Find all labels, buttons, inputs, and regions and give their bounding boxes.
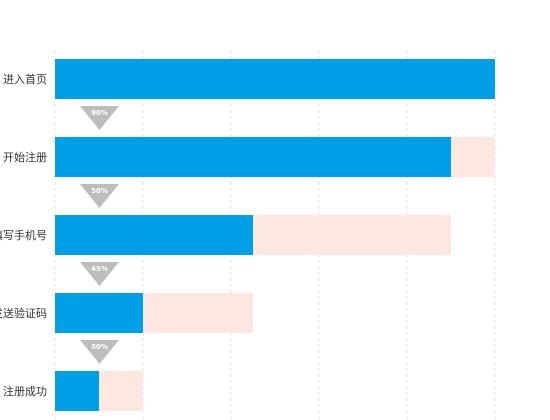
conversion-arrow <box>80 340 119 364</box>
category-label: 注册成功 <box>3 384 47 398</box>
category-label: 进入首页 <box>3 72 47 86</box>
bar <box>55 293 143 333</box>
bar <box>55 59 495 99</box>
bar <box>55 371 99 411</box>
category-label: 填写手机号 <box>0 228 47 242</box>
conversion-label: 50% <box>91 187 108 195</box>
conversion-label: 90% <box>91 109 108 117</box>
category-label: 开始注册 <box>3 150 47 164</box>
conversion-label: 45% <box>91 265 108 273</box>
bar <box>55 137 451 177</box>
conversion-arrow <box>80 106 119 130</box>
category-label: 发送验证码 <box>0 306 47 320</box>
conversion-label: 50% <box>91 343 108 351</box>
bar <box>55 215 253 255</box>
conversion-arrow <box>80 262 119 286</box>
conversion-arrow <box>80 184 119 208</box>
